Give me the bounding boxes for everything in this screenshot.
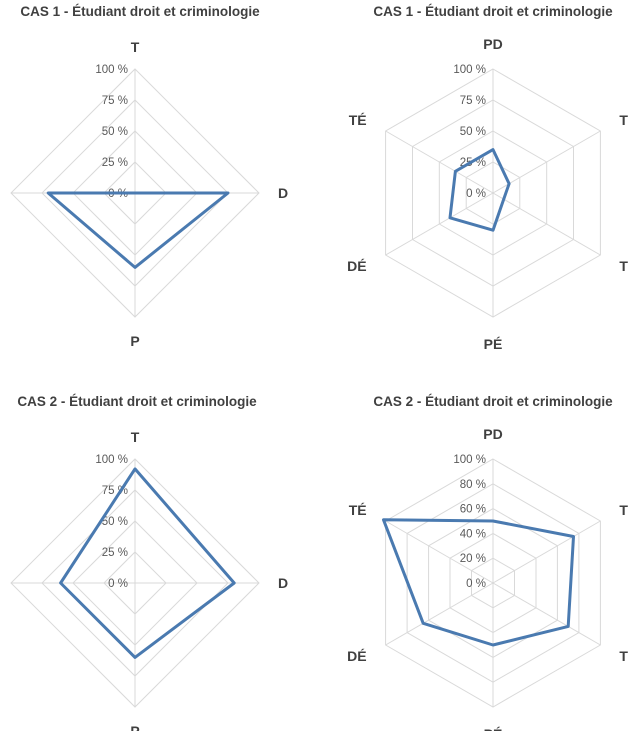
chart-4-tick-label: 0 % bbox=[466, 578, 486, 590]
chart-3-axis-label-d: D bbox=[278, 575, 288, 591]
chart-4-spoke bbox=[385, 582, 494, 646]
chart-2-tick-label: 75 % bbox=[460, 95, 486, 107]
chart-2-tick-label: 100 % bbox=[453, 64, 486, 76]
chart-2-spoke bbox=[385, 192, 494, 256]
chart-2-series-1-line bbox=[448, 148, 511, 232]
chart-2-axis-label-de: DÉ bbox=[347, 258, 366, 274]
chart-1-series-1-line bbox=[46, 191, 230, 269]
chart-3-tick-label: 0 % bbox=[108, 578, 128, 590]
chart-4-spoke bbox=[385, 520, 494, 584]
chart-1-axis-label-p: P bbox=[130, 333, 139, 349]
chart-4-tick-label: 100 % bbox=[453, 454, 486, 466]
chart-2-tick-label: 0 % bbox=[466, 188, 486, 200]
chart-4-axis-label-pe: PÉ bbox=[484, 726, 503, 731]
chart-2-spoke bbox=[492, 192, 601, 256]
chart-2-axis-label-pd: PD bbox=[483, 36, 502, 52]
chart-4-tick-label: 40 % bbox=[460, 528, 486, 540]
chart-4-axis-label-de: DÉ bbox=[347, 648, 366, 664]
chart-1-tick-label: 75 % bbox=[102, 95, 128, 107]
chart-4-tick-label: 20 % bbox=[460, 553, 486, 565]
chart-4-axis-label-pd: PD bbox=[483, 426, 502, 442]
chart-2-axis-label-pe: PÉ bbox=[484, 336, 503, 352]
chart-4-axis-label-td: TD bbox=[619, 648, 628, 664]
chart-1-tick-label: 100 % bbox=[95, 64, 128, 76]
chart-4-spoke bbox=[492, 520, 601, 584]
chart-1-axis-label-t: T bbox=[131, 39, 140, 55]
chart-2-axis-label-td: TD bbox=[619, 258, 628, 274]
chart-3-tick-label: 25 % bbox=[102, 547, 128, 559]
chart-1-axis-label-d: D bbox=[278, 185, 288, 201]
chart-2-spoke bbox=[492, 130, 601, 194]
chart-4-spoke bbox=[492, 582, 601, 646]
chart-4-series-1-line bbox=[382, 518, 575, 647]
chart-4-tick-label: 80 % bbox=[460, 479, 486, 491]
chart-4-axis-label-tp: TP bbox=[619, 502, 628, 518]
chart-2-spoke bbox=[385, 130, 494, 194]
chart-3-title: CAS 2 - Étudiant droit et criminologie bbox=[17, 394, 257, 409]
radar-chart-cas2-4axes: CAS 2 - Étudiant droit et criminologie 0 … bbox=[10, 394, 288, 731]
chart-4-axis-label-te: TÉ bbox=[349, 502, 367, 518]
chart-2-tick-label: 50 % bbox=[460, 126, 486, 138]
chart-4-title: CAS 2 - Étudiant droit et criminologie bbox=[373, 394, 613, 409]
chart-2-axis-label-te: TÉ bbox=[349, 112, 367, 128]
chart-3-series-1-line bbox=[59, 467, 236, 659]
radar-chart-cas1-6axes: CAS 1 - Étudiant droit et criminologie 0 … bbox=[347, 4, 628, 352]
chart-1-tick-label: 50 % bbox=[102, 126, 128, 138]
chart-3-tick-label: 50 % bbox=[102, 516, 128, 528]
chart-1-title: CAS 1 - Étudiant droit et criminologie bbox=[20, 4, 260, 19]
radar-chart-cas1-4axes: CAS 1 - Étudiant droit et criminologie0 … bbox=[10, 4, 288, 349]
radar-chart-cas2-6axes: CAS 2 - Étudiant droit et criminologie 0 … bbox=[347, 394, 628, 731]
chart-2-title: CAS 1 - Étudiant droit et criminologie bbox=[373, 4, 613, 19]
chart-2-axis-label-tp: TP bbox=[619, 112, 628, 128]
chart-3-axis-label-p: P bbox=[130, 723, 139, 731]
chart-3-tick-label: 100 % bbox=[95, 454, 128, 466]
chart-3-axis-label-t: T bbox=[131, 429, 140, 445]
chart-4-tick-label: 60 % bbox=[460, 504, 486, 516]
chart-1-tick-label: 25 % bbox=[102, 157, 128, 169]
